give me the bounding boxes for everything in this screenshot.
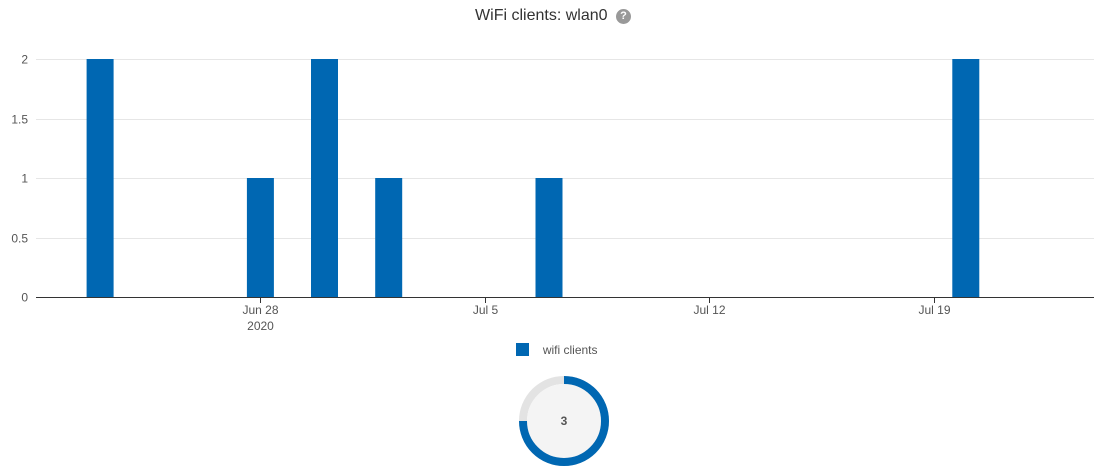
client-count-gauge: 3 xyxy=(519,376,609,466)
bar xyxy=(535,178,563,297)
y-tick-label: 1 xyxy=(21,172,28,186)
x-tick-label: Jul 5 xyxy=(473,303,499,317)
gauge-value: 3 xyxy=(561,414,568,428)
x-tick-label: Jun 28 xyxy=(242,303,278,317)
bars xyxy=(86,59,980,297)
y-tick-label: 0 xyxy=(21,291,28,305)
y-tick-label: 2 xyxy=(21,53,28,67)
bar xyxy=(311,59,338,297)
y-tick-label: 0.5 xyxy=(11,232,28,246)
help-icon[interactable]: ? xyxy=(615,9,631,24)
legend: wifi clients xyxy=(0,342,1106,358)
legend-label: wifi clients xyxy=(542,343,598,357)
bar xyxy=(952,59,980,297)
legend-swatch xyxy=(516,343,530,356)
y-tick-label: 1.5 xyxy=(11,113,28,127)
bar xyxy=(246,178,274,297)
x-axis-ticks: Jun 28 2020 Jul 5 Jul 12 Jul 19 xyxy=(242,297,951,333)
bar xyxy=(375,178,403,297)
chart-title-row: WiFi clients: wlan0 ? xyxy=(0,5,1106,27)
grid-lines xyxy=(36,59,1094,239)
gauge-inner xyxy=(527,384,601,458)
x-tick-sublabel: 2020 xyxy=(247,319,274,333)
legend-item-wifi-clients[interactable]: wifi clients xyxy=(516,342,598,358)
bar-chart: 0 0.5 1 1.5 2 Jun 28 2020 Jul 5 Jul 12 Jul 19 xyxy=(11,53,1094,333)
chart-title: WiFi clients: wlan0 xyxy=(475,7,608,24)
y-axis-ticks: 0 0.5 1 1.5 2 xyxy=(11,53,28,305)
gauge-arc xyxy=(519,376,609,466)
x-tick-label: Jul 12 xyxy=(693,303,725,317)
x-tick-label: Jul 19 xyxy=(918,303,950,317)
bar xyxy=(86,59,114,297)
